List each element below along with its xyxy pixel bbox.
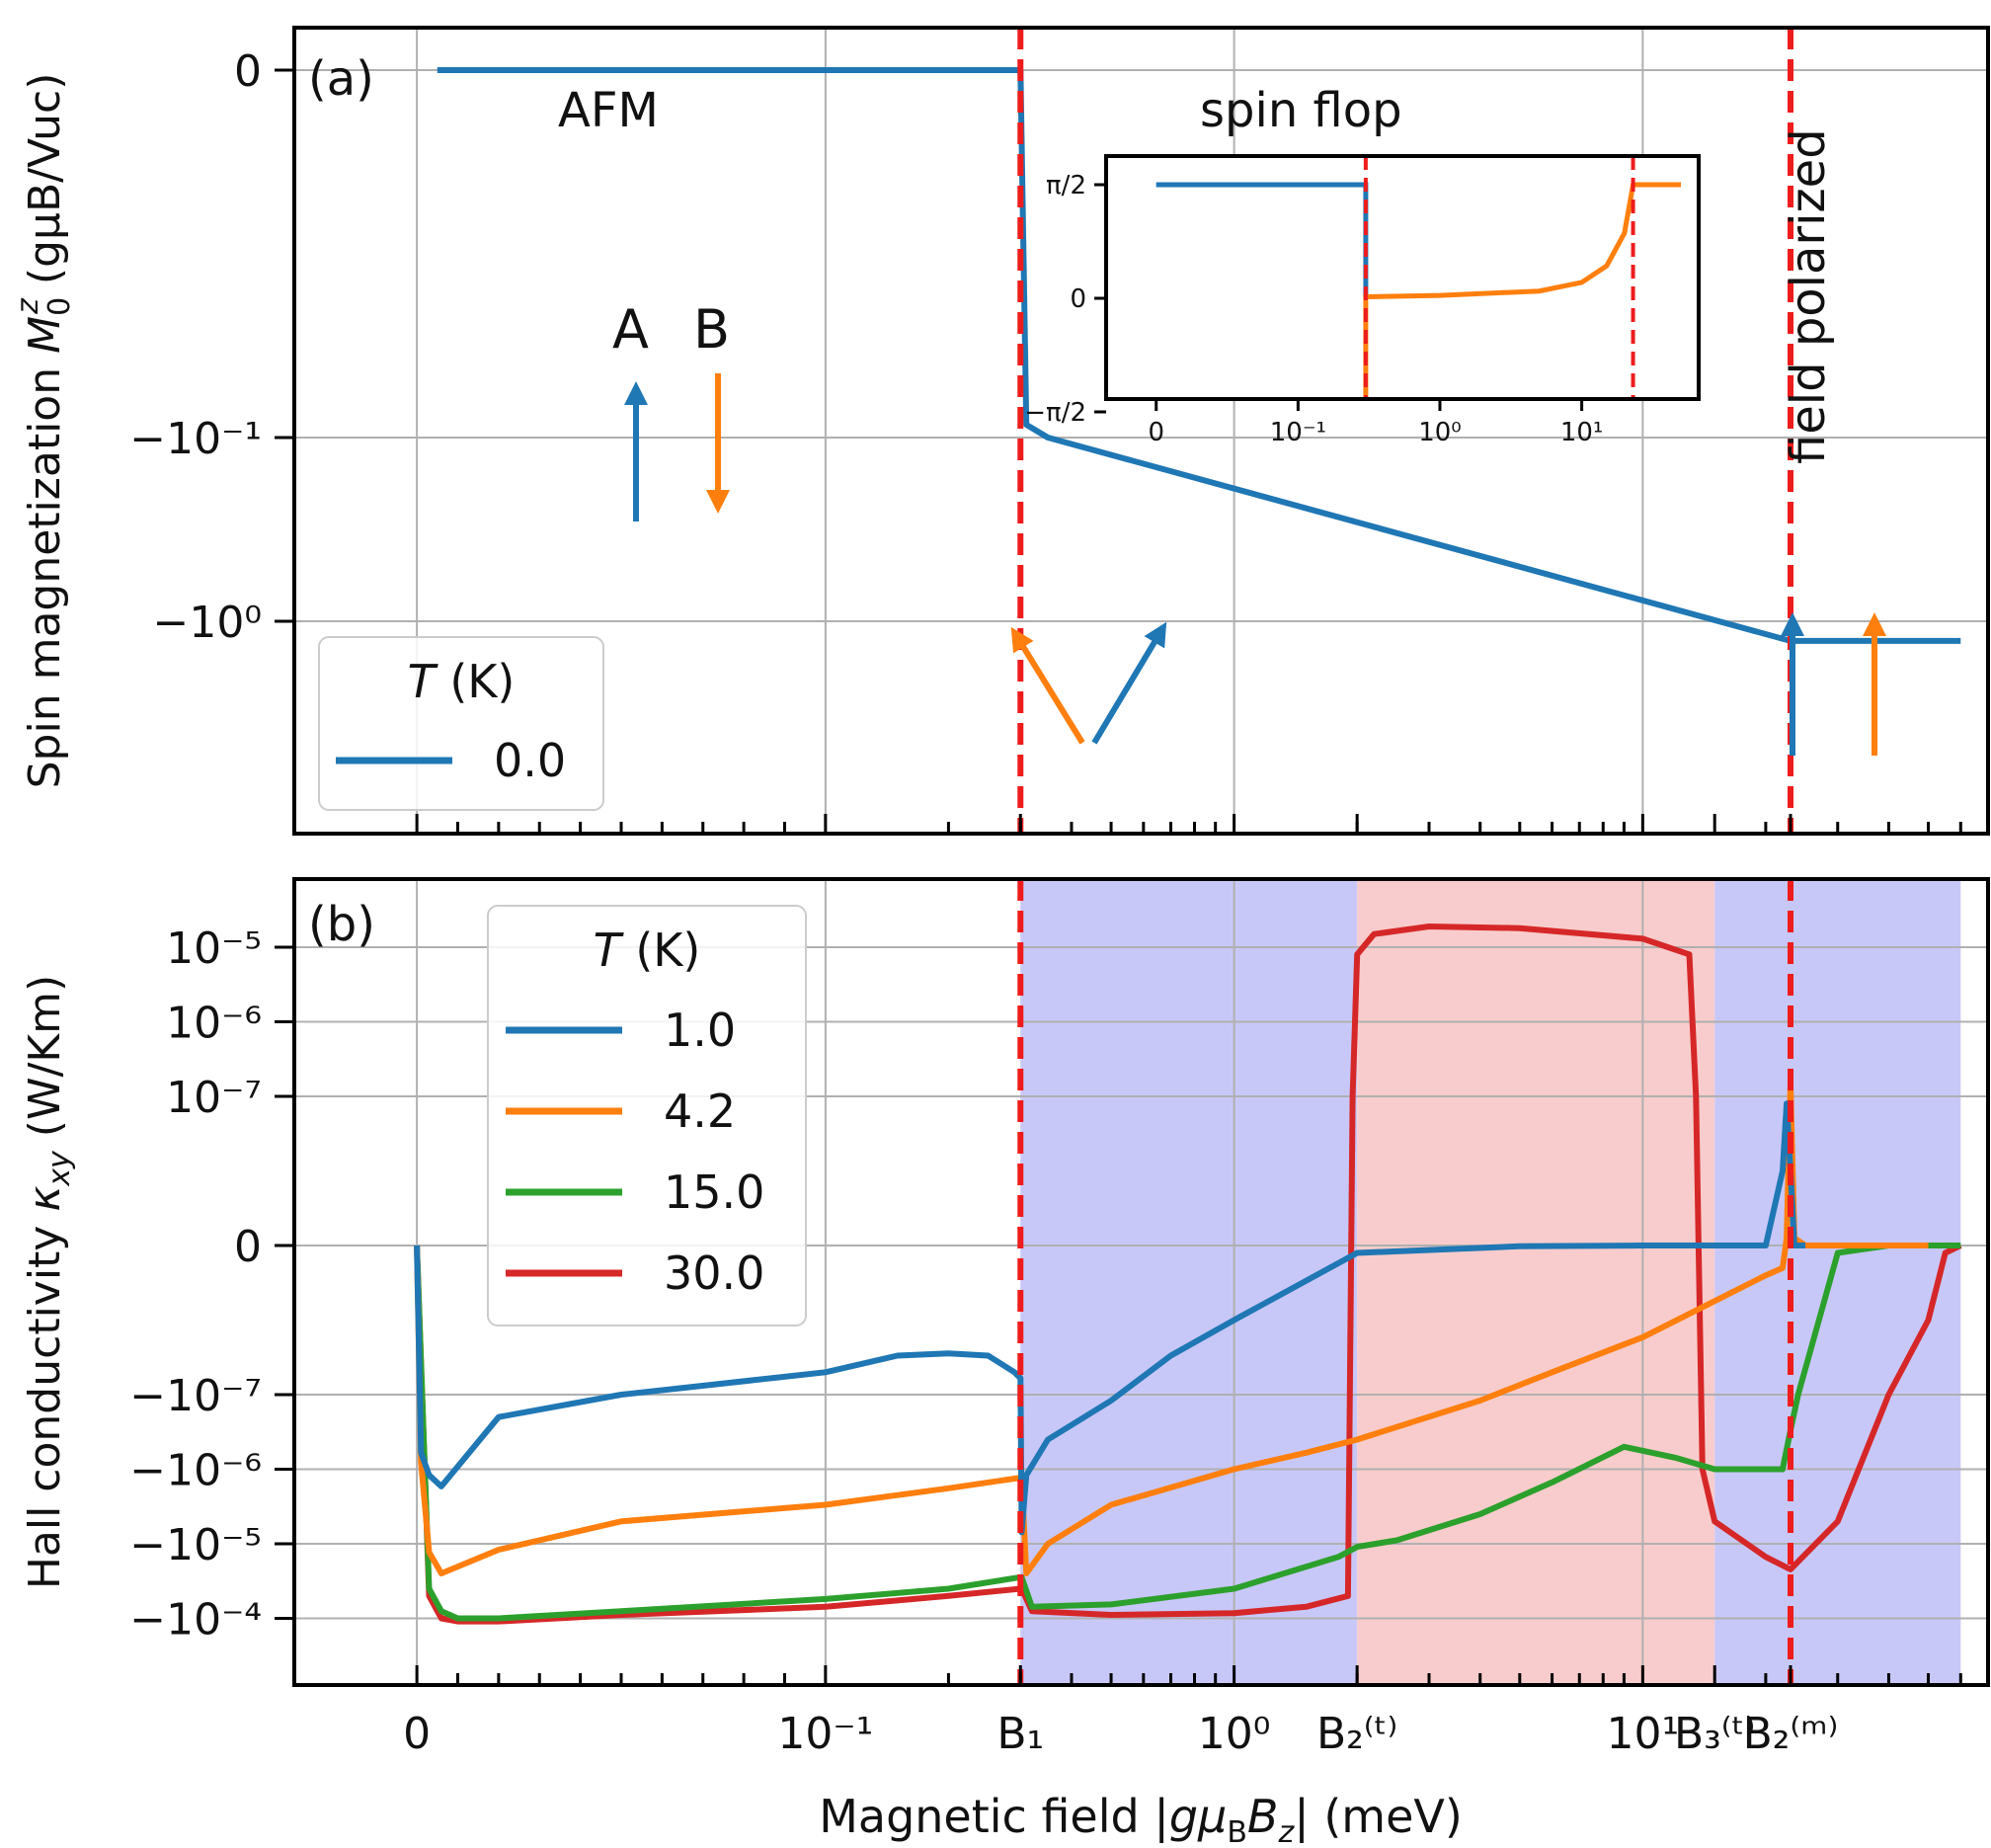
x-tick-label-5: 10¹: [1607, 1709, 1680, 1759]
x-axis-label: Magnetic field |gμBBz| (meV): [819, 1790, 1463, 1848]
panel-b-legend-label-0: 1.0: [664, 1004, 736, 1057]
panel-a-ytick-label-1: −10⁻¹: [129, 414, 262, 464]
inset-bg: [1106, 156, 1699, 399]
panel-b-legend-label-2: 15.0: [664, 1165, 764, 1219]
panel-a-legend: T (K) 0.0: [318, 636, 604, 811]
panel-b-ytick-label-6: −10⁻⁵: [129, 1520, 262, 1570]
panel-b-ytick-label-5: −10⁻⁶: [129, 1446, 262, 1496]
panel-a-tag: (a): [308, 51, 374, 107]
spinflop-spin-b-arrow: [1010, 626, 1085, 745]
inset-frame: [1104, 154, 1701, 401]
panel-b-tag: (b): [308, 897, 375, 952]
x-tick-label-6: B₃⁽ᵗ⁾: [1674, 1709, 1755, 1759]
inset-ytick-label-0: π/2: [1046, 171, 1086, 201]
panel-b-legend: T (K) 1.0 4.2 15.0 30.0: [487, 905, 807, 1326]
x-tick-label-7: B₂⁽ᵐ⁾: [1743, 1709, 1839, 1759]
field-polarized-label: field polarized: [1781, 128, 1836, 464]
panel-b-ylabel: Hall conductivity κxy (W/Km): [20, 975, 77, 1589]
inset-ytick-label-1: 0: [1070, 284, 1086, 314]
panel-b-legend-label-1: 4.2: [664, 1085, 736, 1138]
inset: π/2 0 −π/2 0 10⁻¹ 10⁰ 10¹: [1024, 154, 1701, 447]
panel-b-legend-label-3: 30.0: [664, 1246, 764, 1300]
sublattice-b-label: B: [693, 298, 730, 361]
spin-flop-label: spin flop: [1200, 83, 1402, 138]
panel-b-ytick-label-1: 10⁻⁶: [166, 999, 262, 1049]
panel-b-legend-box: [487, 905, 807, 1326]
sublattice-a-label: A: [612, 298, 649, 361]
inset-ticks: π/2 0 −π/2 0 10⁻¹ 10⁰ 10¹: [1024, 171, 1603, 447]
inset-xtick-label-0: 0: [1148, 418, 1164, 447]
panel-a-frame: [292, 26, 1990, 836]
panel-a-ylabel: Spin magnetization M0z (gμB/Vuc): [11, 73, 77, 789]
x-tick-label-0: 0: [403, 1709, 431, 1759]
panel-a-ytick-label-0: 0: [234, 46, 262, 97]
panel-b-shading: [1020, 879, 1961, 1685]
panel-a-lines: [437, 28, 1961, 834]
spinflop-spin-a-arrow: [1091, 621, 1167, 745]
panel-b-lines: [414, 879, 1962, 1685]
x-tick-label-4: B₂⁽ᵗ⁾: [1316, 1709, 1397, 1759]
inset-xtick-label-1: 10⁻¹: [1270, 418, 1326, 447]
inset-xtick-label-2: 10⁰: [1418, 418, 1462, 447]
panel-a-ytick-label-2: −10⁰: [153, 598, 263, 648]
panel-b-frame: [292, 877, 1990, 1687]
panel-b-series-2: [414, 1243, 1961, 1622]
panel-a-ticks: 0 −10⁻¹ −10⁰: [129, 46, 1990, 834]
panel-b-legend-title: T (K): [594, 924, 701, 977]
x-tick-label-2: B₁: [996, 1709, 1044, 1759]
panel-a-legend-label-0: 0.0: [494, 734, 566, 787]
panel-a-legend-box: [318, 636, 604, 811]
afm-label: AFM: [558, 83, 659, 138]
x-tick-label-1: 10⁻¹: [777, 1709, 873, 1759]
inset-xtick-label-3: 10¹: [1560, 418, 1604, 447]
panel-a: 0 −10⁻¹ −10⁰ (a) AFM spin flop field polar…: [11, 26, 1990, 836]
panel-b-shade-1: [1357, 879, 1715, 1685]
panel-b-ytick-label-2: 10⁻⁷: [166, 1073, 262, 1123]
panel-b-ytick-label-0: 10⁻⁵: [166, 924, 262, 974]
panel-b-series-0: [414, 1100, 1805, 1536]
panel-b-ytick-label-7: −10⁻⁴: [129, 1595, 262, 1646]
panel-b-series-1: [414, 1080, 1929, 1576]
panel-b-ytick-label-3: 0: [234, 1222, 262, 1272]
x-tick-label-3: 10⁰: [1198, 1709, 1271, 1759]
panel-b-ytick-label-4: −10⁻⁷: [129, 1371, 262, 1421]
panel-a-legend-title: T (K): [408, 655, 516, 708]
inset-lines: [1155, 156, 1681, 399]
inset-ytick-label-2: −π/2: [1024, 398, 1086, 428]
panel-b-series-3: [414, 924, 1962, 1625]
